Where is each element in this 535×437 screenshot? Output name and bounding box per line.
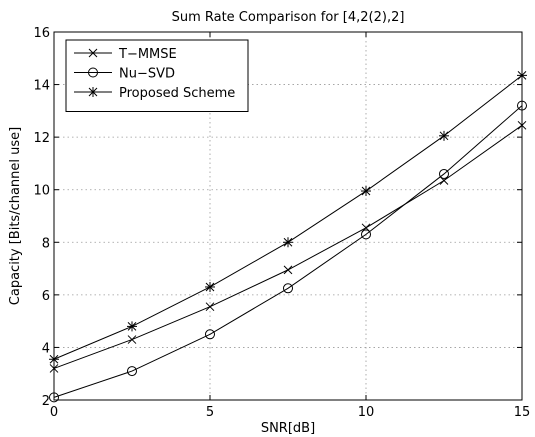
data-point-nu-svd bbox=[439, 168, 449, 179]
data-point-nu-svd bbox=[127, 366, 137, 377]
x-tick-label: 0 bbox=[50, 405, 58, 420]
x-tick-label: 15 bbox=[514, 405, 531, 420]
series-layer bbox=[49, 70, 527, 403]
legend-item-proposed-scheme: Proposed Scheme bbox=[74, 86, 235, 101]
chart-title: Sum Rate Comparison for [4,2(2),2] bbox=[172, 10, 405, 25]
data-point-nu-svd bbox=[283, 283, 293, 294]
y-axis-label: Capacity [Bits/channel use] bbox=[8, 127, 23, 305]
y-tick-label: 4 bbox=[42, 341, 50, 356]
y-tick-label: 6 bbox=[42, 289, 50, 304]
y-tick-label: 16 bbox=[33, 26, 50, 41]
data-point-nu-svd bbox=[361, 229, 371, 240]
x-axis-label: SNR[dB] bbox=[261, 421, 315, 436]
axis-ticks: 0 5 10 15 2 4 6 8 10 12 14 16 bbox=[33, 26, 530, 420]
data-point-t-mmse bbox=[283, 265, 293, 275]
plot-area-frame bbox=[53, 31, 523, 401]
y-tick-label: 12 bbox=[33, 131, 50, 146]
y-tick-label: 14 bbox=[33, 79, 50, 94]
data-point-proposed-scheme bbox=[283, 237, 293, 248]
legend-label-proposed-scheme: Proposed Scheme bbox=[119, 86, 235, 101]
x-tick-label: 10 bbox=[358, 405, 375, 420]
data-point-proposed-scheme bbox=[361, 186, 371, 197]
data-point-t-mmse bbox=[205, 302, 215, 312]
data-point-proposed-scheme bbox=[205, 281, 215, 292]
legend-marker-nu-svd bbox=[88, 67, 98, 78]
series-nu-svd bbox=[49, 100, 527, 403]
y-tick-label: 10 bbox=[33, 184, 50, 199]
legend-label-t-mmse: T−MMSE bbox=[118, 47, 177, 62]
data-point-proposed-scheme bbox=[127, 321, 137, 332]
data-point-nu-svd bbox=[205, 329, 215, 340]
legend-marker-t-mmse bbox=[88, 48, 98, 58]
legend-item-nu-svd: Nu−SVD bbox=[74, 67, 175, 82]
series-line-proposed-scheme bbox=[53, 74, 523, 360]
series-proposed-scheme bbox=[49, 70, 527, 365]
legend: T−MMSE Nu−SVD Proposed Scheme bbox=[65, 39, 249, 112]
series-line-nu-svd bbox=[53, 105, 523, 398]
data-point-t-mmse bbox=[127, 335, 137, 344]
legend-marker-proposed-scheme bbox=[88, 87, 98, 97]
y-tick-label: 2 bbox=[42, 394, 50, 409]
x-tick-label: 5 bbox=[206, 405, 214, 420]
legend-label-nu-svd: Nu−SVD bbox=[119, 67, 175, 82]
legend-item-t-mmse: T−MMSE bbox=[74, 47, 177, 62]
y-tick-label: 8 bbox=[42, 236, 50, 251]
data-point-proposed-scheme bbox=[439, 130, 449, 141]
